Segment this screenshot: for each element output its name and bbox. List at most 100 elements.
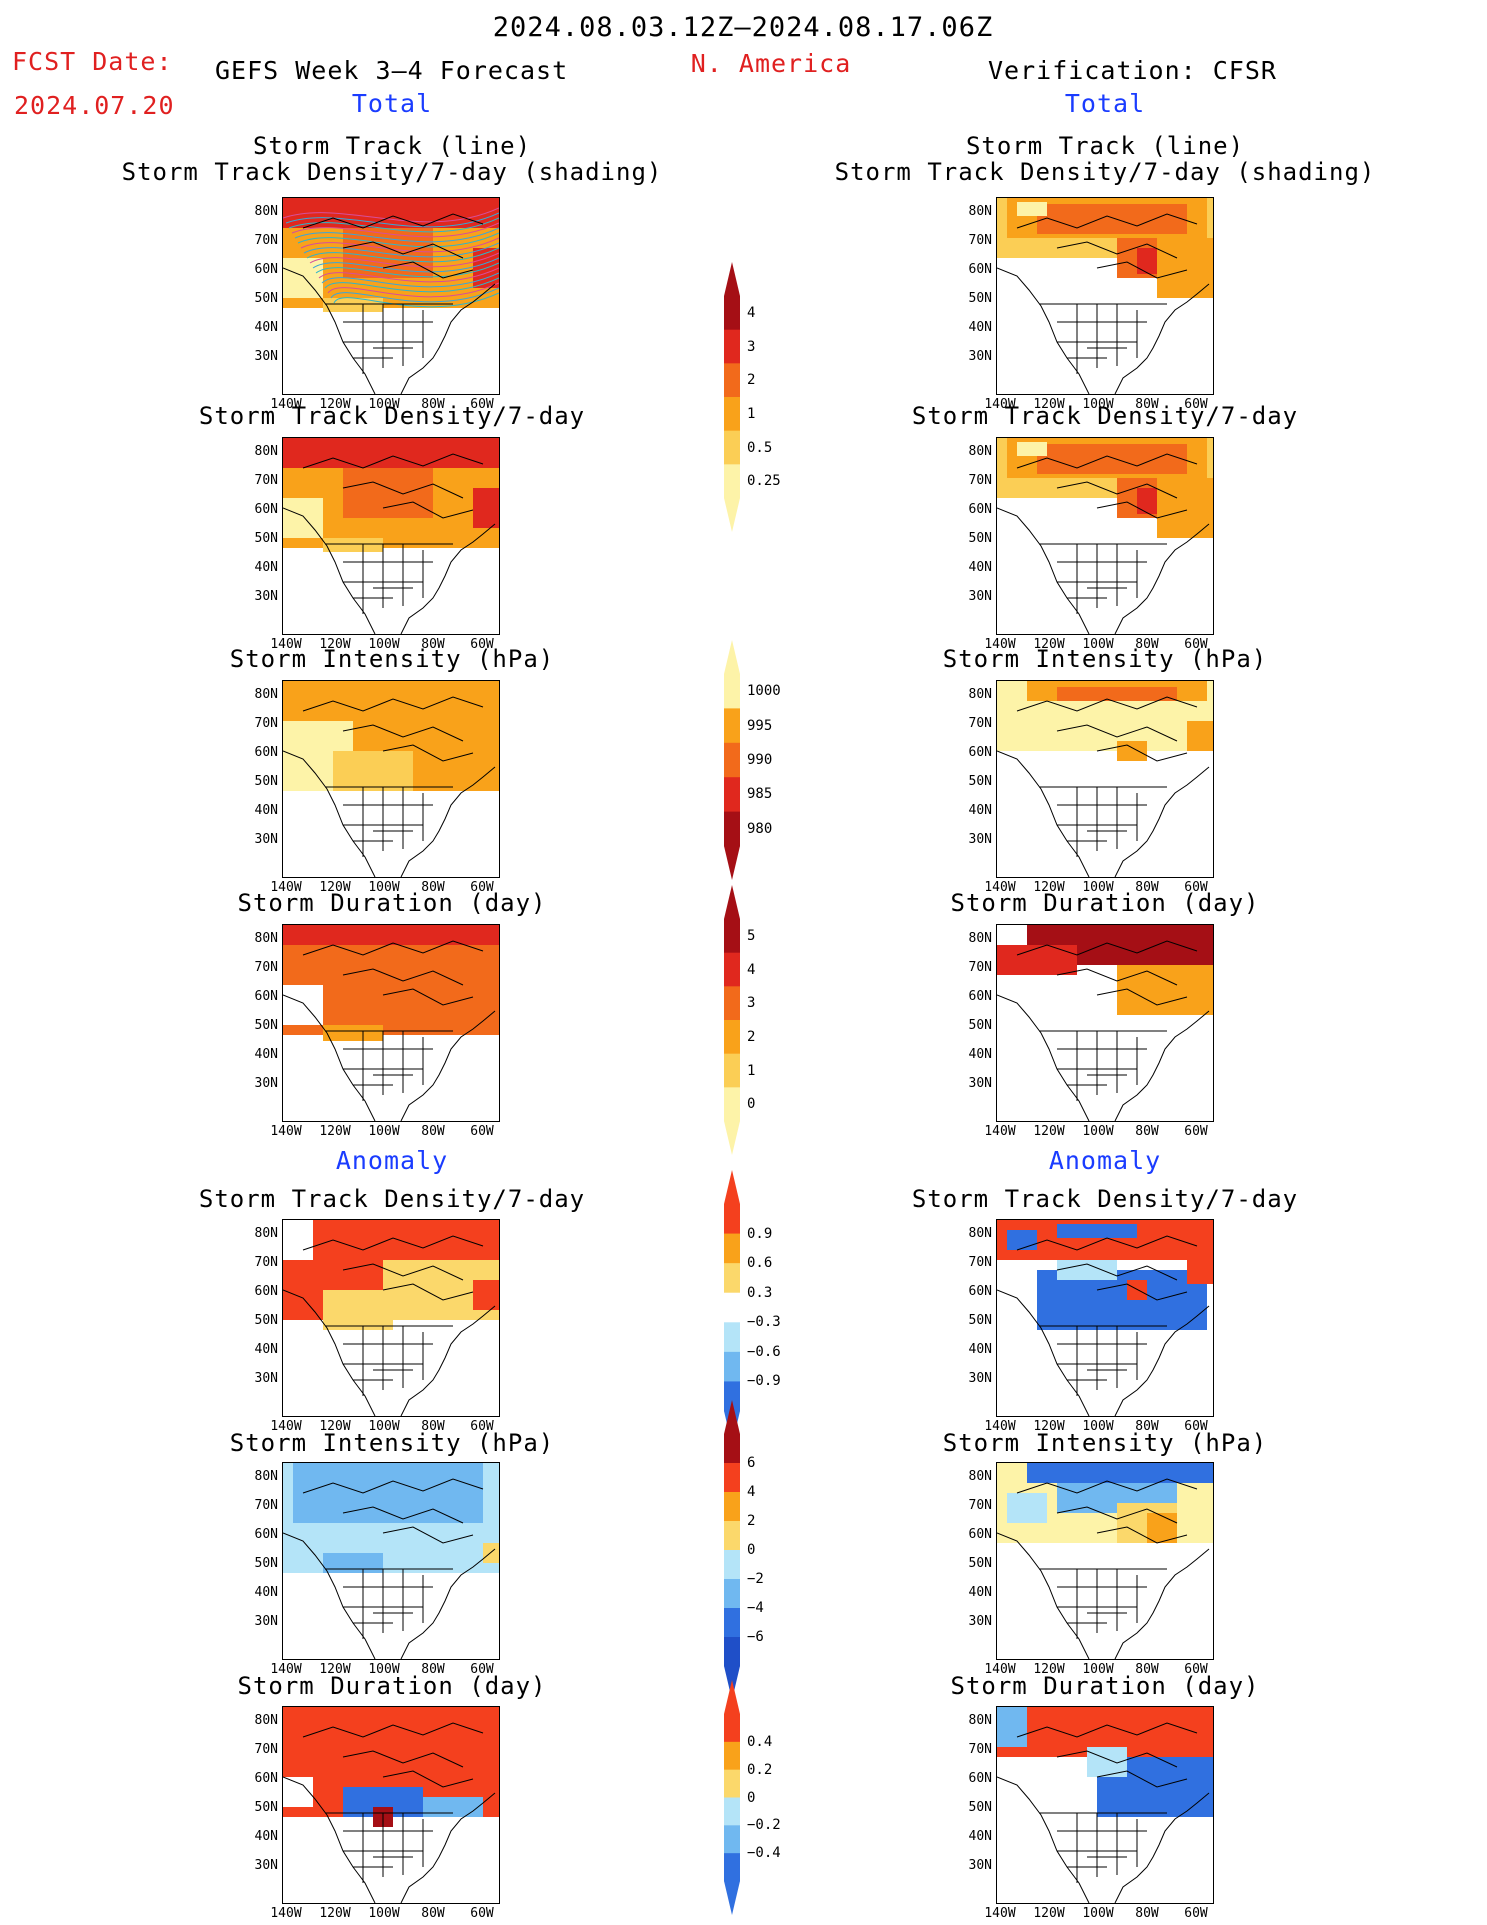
lat-label: 80N	[254, 204, 278, 219]
panel-title-duration-anom-right: Storm Duration (day)	[950, 1672, 1260, 1700]
lon-label: 140W	[270, 1662, 302, 1677]
lat-label: 50N	[968, 291, 992, 306]
lat-label: 40N	[254, 803, 278, 818]
lon-label: 60W	[1184, 1124, 1208, 1139]
lat-label: 60N	[254, 502, 278, 517]
lon-label: 120W	[319, 1662, 351, 1677]
lat-label: 30N	[968, 1371, 992, 1386]
lat-label: 80N	[254, 931, 278, 946]
lat-label: 60N	[968, 1527, 992, 1542]
lat-label: 30N	[254, 832, 278, 847]
lat-label: 50N	[254, 1018, 278, 1033]
lat-label: 40N	[968, 560, 992, 575]
lat-label: 30N	[254, 1371, 278, 1386]
map-panel-duration-left	[282, 924, 500, 1122]
lon-label: 100W	[368, 1662, 400, 1677]
verification-title: Verification: CFSR	[988, 56, 1277, 85]
lat-label: 30N	[968, 349, 992, 364]
lat-label: 30N	[968, 1076, 992, 1091]
lat-label: 40N	[968, 1585, 992, 1600]
lat-label: 30N	[254, 349, 278, 364]
map-panel-density-left	[282, 437, 500, 635]
colorbar-duration-anom: 0.4 0.2 0 −0.2 −0.4	[718, 1680, 798, 1915]
lat-label: 80N	[968, 444, 992, 459]
lon-label: 120W	[1033, 1419, 1065, 1434]
lat-label: 50N	[254, 1313, 278, 1328]
panel-title-intensity-anom-right: Storm Intensity (hPa)	[942, 1429, 1268, 1457]
lon-label: 120W	[319, 637, 351, 652]
lon-label: 60W	[470, 397, 494, 412]
panel-title-density-anom-right: Storm Track Density/7-day	[911, 1185, 1299, 1213]
lon-label: 80W	[1135, 1662, 1159, 1677]
lon-label: 140W	[984, 1419, 1016, 1434]
lon-label: 80W	[1135, 637, 1159, 652]
section-anomaly-left: Anomaly	[335, 1146, 449, 1175]
colorbar-label: 2	[747, 1513, 756, 1529]
lat-label: 60N	[254, 1527, 278, 1542]
lon-label: 100W	[368, 880, 400, 895]
colorbar-intensity-total: 1000 995 990 985 980	[718, 640, 798, 880]
section-total-right: Total	[1064, 89, 1146, 118]
lon-label: 140W	[984, 880, 1016, 895]
lat-label: 40N	[254, 1829, 278, 1844]
lon-label: 100W	[368, 397, 400, 412]
lat-label: 30N	[254, 1614, 278, 1629]
map-panel-track-left	[282, 197, 500, 395]
colorbar-label: 0.6	[747, 1255, 773, 1272]
panel-title-density-right: Storm Track Density/7-day	[911, 402, 1299, 430]
lat-label: 50N	[968, 1313, 992, 1328]
section-anomaly-right: Anomaly	[1048, 1146, 1162, 1175]
lat-label: 60N	[254, 745, 278, 760]
lon-label: 80W	[421, 637, 445, 652]
lon-label: 80W	[1135, 1906, 1159, 1921]
lat-label: 80N	[254, 1469, 278, 1484]
lon-label: 80W	[421, 1906, 445, 1921]
lon-label: 120W	[319, 1906, 351, 1921]
colorbar-label: 5	[747, 927, 756, 944]
lon-label: 100W	[1082, 637, 1114, 652]
colorbar-label: 0.4	[747, 1733, 773, 1750]
lat-label: 50N	[968, 1556, 992, 1571]
colorbar-label: 0.2	[747, 1761, 773, 1778]
lat-label: 60N	[254, 1284, 278, 1299]
map-panel-duration-anom-left	[282, 1706, 500, 1904]
lon-label: 140W	[270, 1124, 302, 1139]
lon-label: 100W	[1082, 1419, 1114, 1434]
panel-title-track-line-left: Storm Track (line)	[252, 132, 532, 160]
colorbar-label: 985	[747, 786, 773, 803]
lat-label: 50N	[254, 291, 278, 306]
map-panel-duration-right	[996, 924, 1214, 1122]
lat-label: 70N	[968, 1255, 992, 1270]
map-panel-density-right	[996, 437, 1214, 635]
panel-title-duration-right: Storm Duration (day)	[950, 889, 1260, 917]
lat-label: 70N	[254, 233, 278, 248]
lat-label: 70N	[254, 1742, 278, 1757]
lat-label: 30N	[254, 1858, 278, 1873]
lat-label: 70N	[968, 473, 992, 488]
lat-label: 50N	[968, 1018, 992, 1033]
lon-label: 140W	[270, 397, 302, 412]
panel-title-duration-left: Storm Duration (day)	[237, 889, 547, 917]
lat-label: 30N	[968, 832, 992, 847]
lon-label: 60W	[470, 1662, 494, 1677]
colorbar-label: 0.5	[747, 439, 773, 456]
lat-label: 60N	[254, 1771, 278, 1786]
lon-label: 60W	[1184, 1419, 1208, 1434]
colorbar-label: 2	[747, 372, 756, 389]
lon-label: 120W	[1033, 880, 1065, 895]
lon-label: 100W	[1082, 880, 1114, 895]
colorbar-label: 0.3	[747, 1284, 773, 1301]
colorbar-label: −0.9	[747, 1373, 781, 1390]
lon-label: 80W	[421, 1419, 445, 1434]
lon-label: 140W	[270, 1906, 302, 1921]
colorbar-label: 990	[747, 752, 773, 768]
lat-label: 70N	[254, 1498, 278, 1513]
lat-label: 40N	[254, 1047, 278, 1062]
colorbar-label: −0.4	[747, 1845, 781, 1862]
lat-label: 40N	[254, 320, 278, 335]
lon-label: 120W	[319, 1419, 351, 1434]
fcst-date-value: 2024.07.20	[14, 91, 175, 120]
lon-label: 100W	[1082, 1662, 1114, 1677]
lon-label: 120W	[319, 1124, 351, 1139]
lon-label: 60W	[1184, 880, 1208, 895]
